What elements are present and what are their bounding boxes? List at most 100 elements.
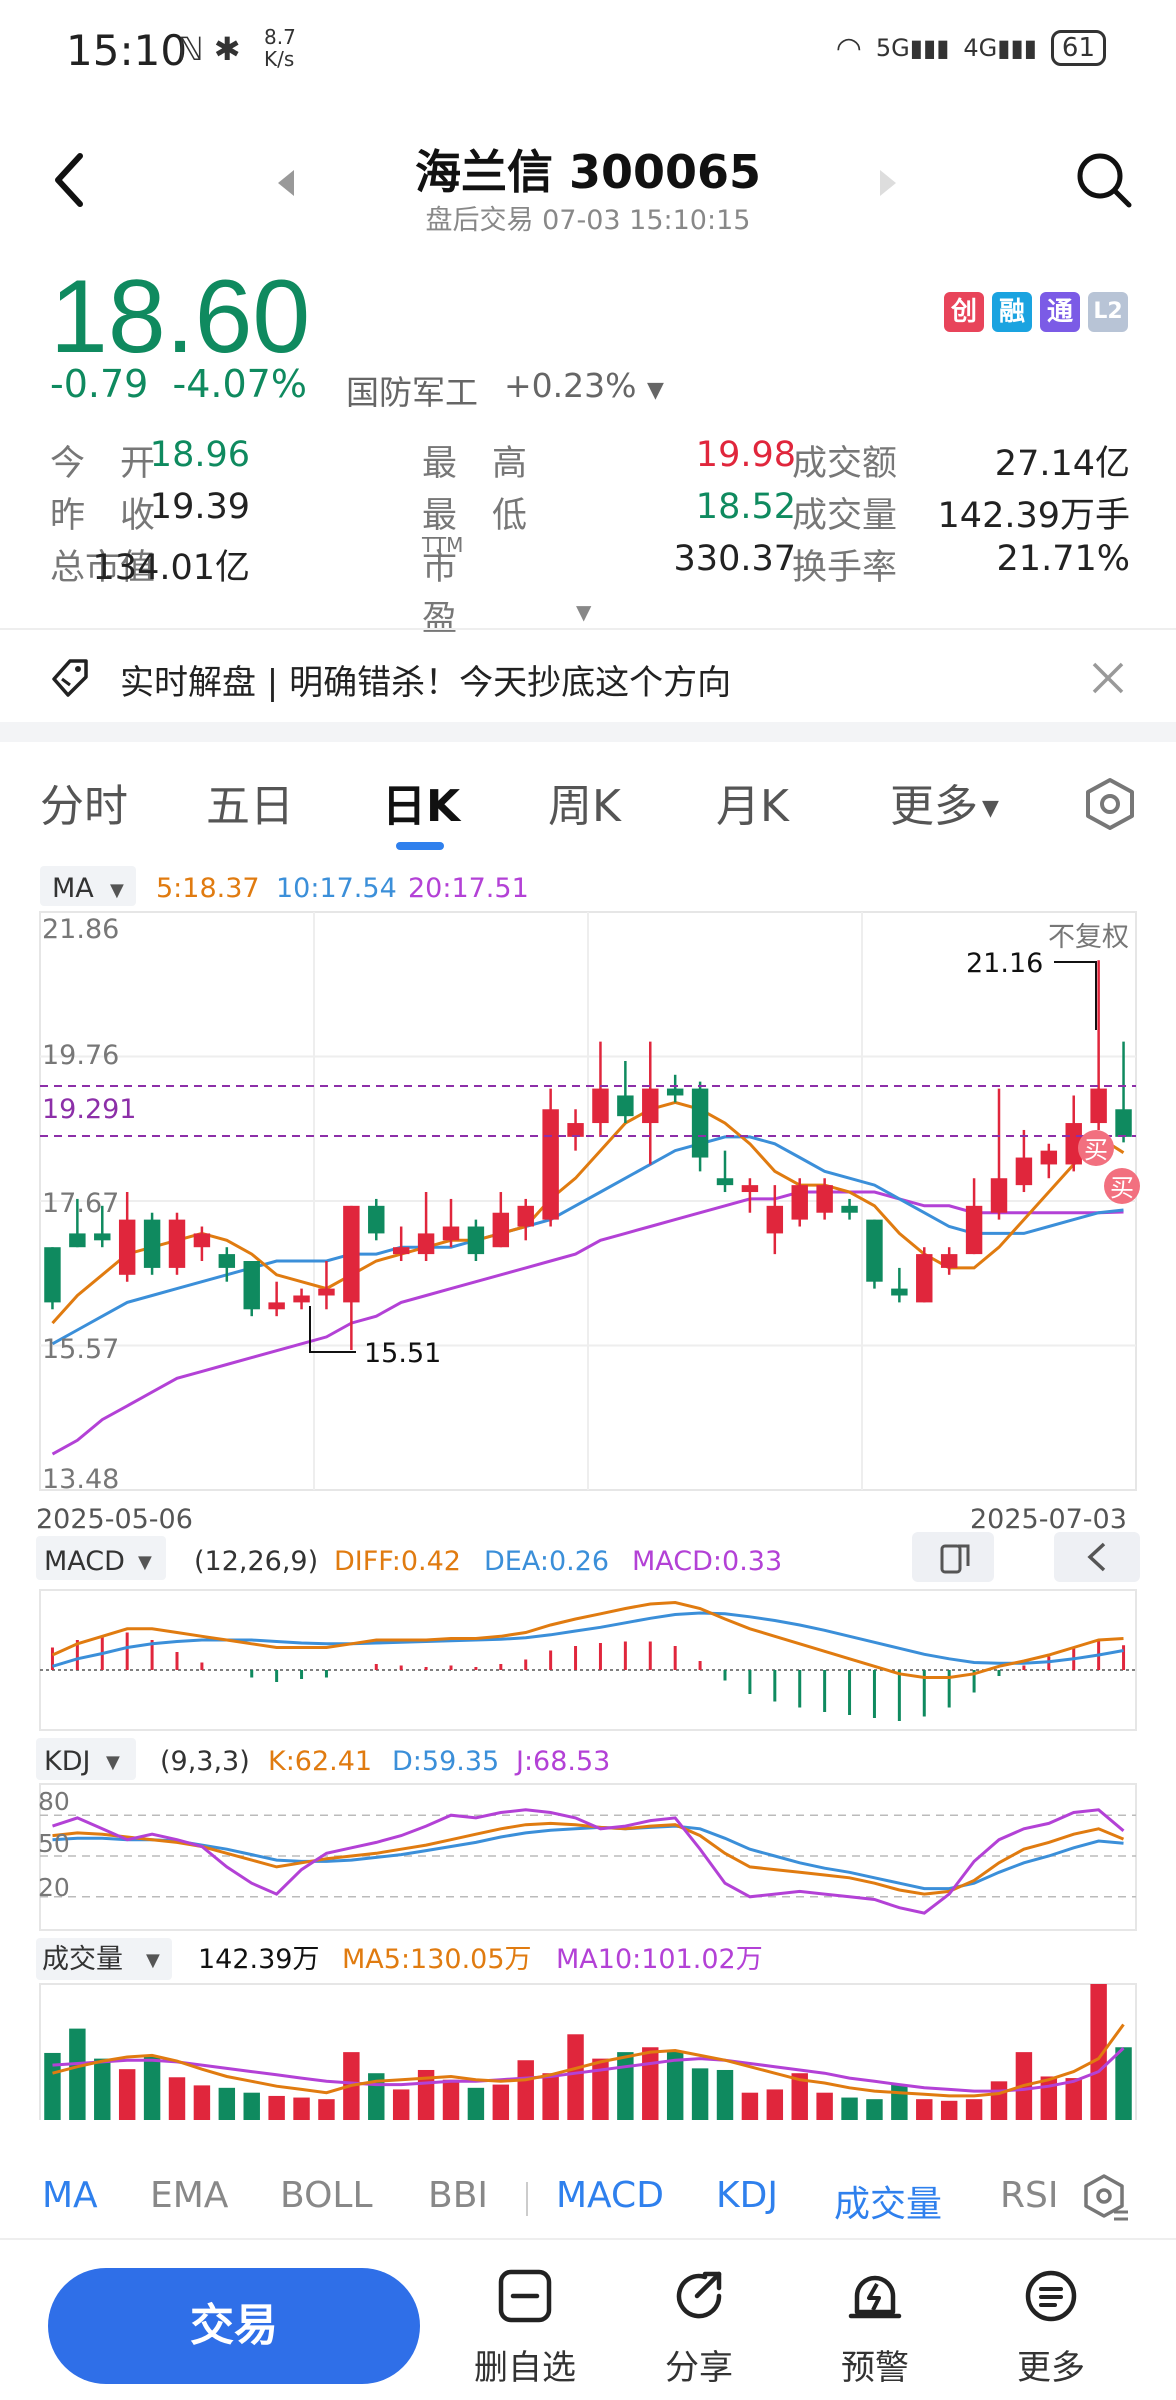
candle-body <box>118 1219 136 1275</box>
ind-tab-volume[interactable]: 成交量 <box>834 2184 943 2225</box>
candle-body <box>542 1109 559 1220</box>
candle-body <box>1090 1088 1107 1124</box>
tab-daily-k[interactable]: 日K <box>382 781 461 832</box>
badge-l2: L2 <box>1088 292 1128 332</box>
prev-close-label: 昨 收 <box>50 496 156 536</box>
volume-bar <box>716 2069 734 2120</box>
candle-body <box>442 1226 460 1241</box>
volume-legend: 成交量 ▼ 142.39万 MA5:130.05万 MA10:101.02万 <box>36 1938 763 1980</box>
volume-bar <box>168 2077 186 2120</box>
change-value: -0.79 <box>50 362 149 406</box>
candle-body <box>766 1205 784 1234</box>
share-button[interactable]: 分享 <box>624 2268 774 2389</box>
volume-bar <box>442 2079 460 2120</box>
settings-hex-icon[interactable] <box>1082 776 1138 832</box>
candle-body <box>567 1123 584 1137</box>
tab-five-day[interactable]: 五日 <box>206 781 294 832</box>
volume-bar <box>567 2034 584 2120</box>
svg-text:买: 买 <box>1084 1136 1108 1164</box>
volume-bar <box>592 2058 609 2120</box>
volume-panel <box>39 1983 1137 2120</box>
alert-button[interactable]: 预警 <box>800 2268 950 2389</box>
status-time: 15:10 <box>66 26 188 75</box>
low-annotation: 15.51 <box>364 1338 441 1369</box>
sector-name[interactable]: 国防军工 <box>346 373 478 412</box>
volume-bar <box>193 2085 211 2120</box>
macd-frame <box>39 1589 1137 1731</box>
more-button[interactable]: 更多 <box>976 2268 1126 2389</box>
candle-body <box>392 1247 410 1255</box>
ma-selector-bg <box>40 866 136 906</box>
macd-panel <box>39 1589 1137 1731</box>
kdj-selector: KDJ <box>44 1746 90 1777</box>
volume-bar <box>617 2052 634 2120</box>
ind-tab-kdj[interactable]: KDJ <box>716 2175 778 2216</box>
candle-body <box>990 1178 1008 1213</box>
ind-tab-ema[interactable]: EMA <box>150 2175 229 2216</box>
candle-body <box>965 1205 983 1255</box>
expand-caret-icon[interactable]: ▼ <box>576 600 592 624</box>
main-chart-grid <box>39 911 1137 1491</box>
amount-label: 成交额 <box>792 444 898 484</box>
tab-more[interactable]: 更多 ▼ <box>890 781 999 832</box>
search-icon[interactable] <box>1074 150 1134 210</box>
news-banner-text[interactable]: 实时解盘 | 明确错杀！今天抄底这个方向 <box>120 663 732 703</box>
y-tick: 21.86 <box>42 914 119 945</box>
back-button[interactable] <box>50 150 90 210</box>
volume-bar <box>965 2099 983 2120</box>
ind-tab-macd[interactable]: MACD <box>556 2175 664 2216</box>
macd-params: (12,26,9) <box>194 1546 318 1577</box>
volume-bar <box>666 2050 684 2120</box>
candle-body <box>417 1233 435 1255</box>
kline-chart[interactable]: MA ▼ 5:18.37 10:17.54 20:17.51 21.86 19.… <box>0 860 1176 2120</box>
date-end: 2025-07-03 <box>970 1504 1127 1535</box>
diff-line <box>51 1600 1124 1679</box>
ind-tab-ma[interactable]: MA <box>42 2175 98 2216</box>
indicator-settings-icon[interactable] <box>1080 2172 1132 2224</box>
macd-legend: MACD ▼ (12,26,9) DIFF:0.42 DEA:0.26 MACD… <box>36 1536 782 1580</box>
share-icon <box>676 2271 722 2319</box>
volume-bar <box>293 2097 310 2120</box>
tab-separator <box>526 2182 528 2216</box>
ind-tab-rsi[interactable]: RSI <box>1000 2175 1056 2216</box>
ind-tab-boll[interactable]: BOLL <box>280 2175 373 2216</box>
buy-marker[interactable]: 买 <box>1078 1130 1114 1166</box>
price-change: -0.79 -4.07% <box>50 362 307 406</box>
kdj-panel <box>39 1783 1137 1931</box>
tab-intraday[interactable]: 分时 <box>40 781 128 832</box>
candle-body <box>642 1088 659 1124</box>
remove-watchlist-button[interactable]: 删自选 <box>450 2268 600 2389</box>
ma20-line <box>51 1190 1124 1456</box>
candle-body <box>891 1288 908 1296</box>
prev-stock-arrow[interactable] <box>278 170 294 196</box>
candle-body <box>1065 1123 1082 1165</box>
chart-mode-button[interactable] <box>912 1532 994 1582</box>
ind-tab-bbi[interactable]: BBI <box>428 2175 489 2216</box>
caret-down-icon: ▼ <box>110 880 124 901</box>
volume-label: 成交量 <box>792 496 898 536</box>
low-label: 最 低 <box>422 496 528 536</box>
volume-bar <box>94 2058 111 2120</box>
volume-frame <box>39 1983 1137 2120</box>
candle-body <box>94 1233 111 1241</box>
volume-bar <box>392 2089 410 2120</box>
dea-line <box>52 1611 1124 1668</box>
buy-marker[interactable]: 买 <box>1104 1168 1140 1204</box>
status-right: ◠ 5G▮▮▮ 4G▮▮▮ 61 <box>836 30 1106 66</box>
volume-value: 142.39万手 <box>937 496 1130 536</box>
candle-body <box>268 1302 285 1310</box>
next-stock-arrow[interactable] <box>880 170 896 196</box>
tab-monthly-k[interactable]: 月K <box>716 781 789 832</box>
sector-change[interactable]: +0.23% ▼ <box>504 366 664 405</box>
candle-body <box>44 1247 61 1303</box>
tab-weekly-k[interactable]: 周K <box>548 781 621 832</box>
candle-body <box>592 1088 609 1124</box>
remove-watchlist-icon <box>498 2269 552 2323</box>
caret-down-icon: ▼ <box>982 796 999 821</box>
badge-rong: 融 <box>992 292 1032 332</box>
pe-value: 330.37 <box>673 539 796 579</box>
candle-body <box>940 1254 958 1268</box>
collapse-button[interactable] <box>1054 1532 1140 1582</box>
trade-button[interactable]: 交易 <box>48 2268 420 2384</box>
close-icon[interactable] <box>1090 660 1126 696</box>
